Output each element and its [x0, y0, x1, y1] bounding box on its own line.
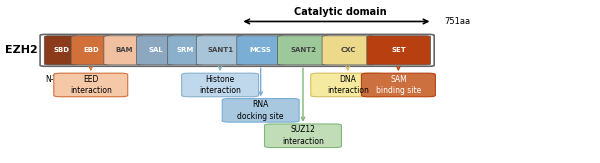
Text: SET: SET	[391, 47, 406, 53]
Text: EZH2: EZH2	[5, 45, 37, 55]
FancyBboxPatch shape	[40, 34, 434, 66]
Text: RNA
docking site: RNA docking site	[238, 100, 284, 121]
Text: SAL: SAL	[148, 47, 163, 53]
FancyBboxPatch shape	[44, 36, 78, 65]
Text: SUZ12
interaction: SUZ12 interaction	[282, 125, 324, 146]
Text: BAM: BAM	[115, 47, 133, 53]
Text: Histone
interaction: Histone interaction	[199, 74, 241, 95]
FancyBboxPatch shape	[71, 36, 111, 65]
FancyBboxPatch shape	[137, 36, 175, 65]
Text: 751aa: 751aa	[444, 17, 470, 26]
Text: SRM: SRM	[177, 47, 194, 53]
Text: EBD: EBD	[83, 47, 99, 53]
Text: C-Terminal: C-Terminal	[389, 75, 430, 84]
Text: MCSS: MCSS	[250, 47, 272, 53]
FancyBboxPatch shape	[265, 124, 341, 148]
Text: DNA
interaction: DNA interaction	[327, 74, 368, 95]
FancyBboxPatch shape	[54, 73, 128, 97]
FancyBboxPatch shape	[222, 99, 299, 122]
Text: Catalytic domain: Catalytic domain	[293, 7, 386, 17]
FancyBboxPatch shape	[104, 36, 144, 65]
FancyBboxPatch shape	[277, 36, 329, 65]
Text: SBD: SBD	[53, 47, 69, 53]
Text: EED
interaction: EED interaction	[70, 74, 112, 95]
Text: SANT1: SANT1	[207, 47, 233, 53]
FancyBboxPatch shape	[311, 73, 385, 97]
FancyBboxPatch shape	[182, 73, 259, 97]
FancyBboxPatch shape	[367, 36, 431, 65]
FancyBboxPatch shape	[167, 36, 203, 65]
FancyBboxPatch shape	[237, 36, 284, 65]
Text: CXC: CXC	[340, 47, 356, 53]
FancyBboxPatch shape	[361, 73, 436, 97]
Text: SANT2: SANT2	[290, 47, 316, 53]
Text: SAM
binding site: SAM binding site	[376, 74, 421, 95]
FancyBboxPatch shape	[322, 36, 374, 65]
FancyBboxPatch shape	[196, 36, 244, 65]
Text: N-Terminal: N-Terminal	[45, 75, 85, 84]
